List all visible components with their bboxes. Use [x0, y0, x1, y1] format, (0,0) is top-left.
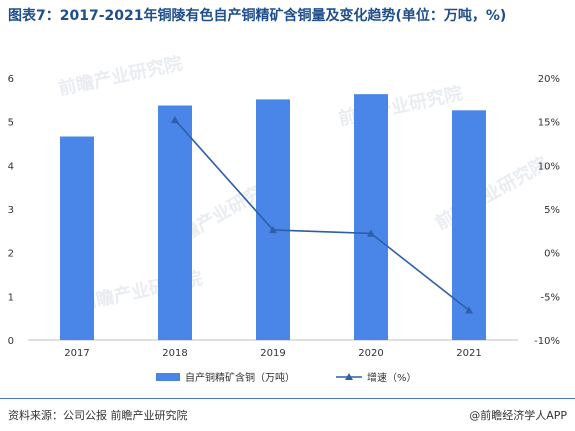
y-right-tick: -10%	[534, 336, 560, 347]
growth-point-2021	[465, 306, 473, 314]
legend-label-bar: 自产铜精矿含铜（万吨）	[185, 371, 295, 384]
bar-2017	[60, 136, 94, 340]
y-left-tick: 3	[8, 205, 14, 216]
x-axis: 2017 2018 2019 2020 2021	[64, 348, 481, 359]
x-tick: 2019	[260, 348, 285, 359]
x-tick: 2018	[162, 348, 187, 359]
bar-2018	[158, 105, 192, 340]
x-tick: 2020	[358, 348, 383, 359]
x-tick: 2017	[64, 348, 89, 359]
y-left-tick: 0	[8, 336, 14, 347]
y-left-tick: 1	[8, 292, 14, 303]
legend-marker-line	[345, 373, 353, 380]
y-right-tick: 20%	[538, 74, 560, 85]
bar-2020	[354, 94, 388, 340]
watermark-3: 前瞻产业研究院	[432, 152, 552, 234]
y-right-tick: 10%	[538, 161, 560, 172]
y-left-tick: 6	[8, 74, 14, 85]
chart-title: 图表7：2017-2021年铜陵有色自产铜精矿含铜量及变化趋势(单位：万吨，%)	[8, 8, 507, 24]
bar-2021	[452, 110, 486, 341]
y-right-tick: 15%	[538, 118, 560, 129]
footer: 资料来源：公司公报 前瞻产业研究院 @前瞻经济学人APP	[0, 398, 575, 431]
y-axis-right: -10% -5% 0% 5% 10% 15% 20%	[534, 74, 560, 347]
legend: 自产铜精矿含铜（万吨） 增速（%）	[156, 371, 417, 384]
legend-swatch-bar	[156, 373, 180, 381]
y-left-tick: 2	[8, 249, 14, 260]
y-left-tick: 4	[8, 161, 14, 172]
line-series	[171, 115, 473, 314]
y-axis-left: 0 1 2 3 4 5 6	[8, 74, 14, 347]
growth-point-2018	[171, 115, 179, 124]
growth-point-2020	[367, 229, 375, 237]
watermark-0: 前瞻产业研究院	[56, 52, 184, 100]
y-right-tick: 5%	[544, 205, 560, 216]
x-tick: 2021	[456, 348, 481, 359]
y-right-tick: -5%	[541, 292, 560, 303]
bar-2019	[256, 99, 290, 340]
y-right-tick: 0%	[544, 249, 560, 260]
growth-line	[174, 119, 470, 311]
y-left-tick: 5	[8, 118, 14, 129]
legend-label-line: 增速（%）	[367, 371, 417, 384]
brand-credit: @前瞻经济学人APP	[469, 409, 567, 422]
source-note: 资料来源：公司公报 前瞻产业研究院	[8, 409, 188, 422]
growth-point-2019	[269, 225, 277, 234]
